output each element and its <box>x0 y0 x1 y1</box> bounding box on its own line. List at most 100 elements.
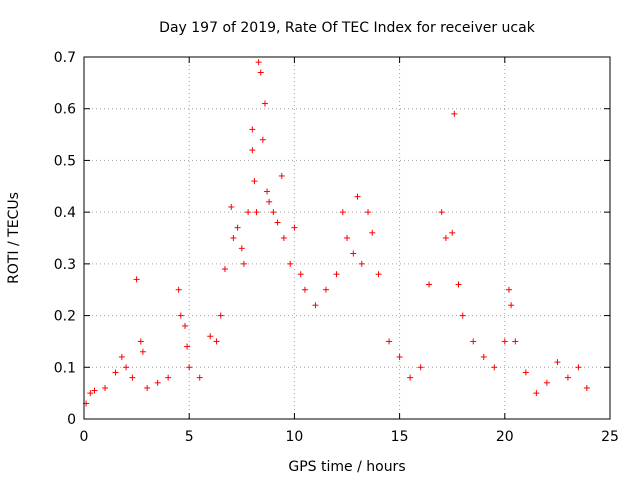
data-point <box>253 209 260 216</box>
data-point <box>375 271 382 278</box>
data-points <box>83 59 590 407</box>
data-point <box>112 369 119 376</box>
data-point <box>181 322 188 329</box>
data-point <box>301 286 308 293</box>
data-point <box>255 59 262 66</box>
y-tick-label: 0 <box>67 412 76 428</box>
data-point <box>386 338 393 345</box>
data-point <box>177 312 184 319</box>
data-point <box>491 364 498 371</box>
data-point <box>365 209 372 216</box>
data-point <box>221 266 228 273</box>
data-point <box>133 276 140 283</box>
x-axis-label: GPS time / hours <box>288 459 405 475</box>
data-point <box>358 260 365 267</box>
data-point <box>234 224 241 231</box>
data-point <box>344 235 350 241</box>
data-point <box>123 364 130 371</box>
data-point <box>278 172 285 179</box>
data-point <box>333 271 340 278</box>
data-point <box>87 390 94 397</box>
data-point <box>291 224 298 231</box>
y-tick-label: 0.4 <box>54 205 76 221</box>
data-point <box>583 384 590 391</box>
data-point <box>154 379 161 386</box>
chart-title: Day 197 of 2019, Rate Of TEC Index for r… <box>159 20 536 36</box>
data-point <box>339 209 346 216</box>
data-point <box>522 369 529 376</box>
data-point <box>470 338 477 345</box>
data-point <box>213 338 220 345</box>
x-tick-label: 20 <box>496 429 514 445</box>
data-point <box>175 286 182 293</box>
data-point <box>506 286 513 293</box>
data-point <box>249 126 256 133</box>
data-point <box>259 136 266 143</box>
data-point <box>251 178 258 185</box>
data-point <box>287 260 294 267</box>
axis-ticks: 0 5 10 15 20 25 0 0.1 0.2 0.3 0.4 0.5 0.6 0.7 <box>54 50 619 445</box>
data-point <box>417 364 424 371</box>
data-point <box>564 374 571 381</box>
plot-frame <box>83 56 611 420</box>
data-point <box>350 250 357 257</box>
data-point <box>396 353 403 360</box>
data-point <box>238 245 245 252</box>
data-point <box>459 312 466 319</box>
data-point <box>438 209 445 216</box>
data-point <box>451 110 458 117</box>
data-point <box>575 364 582 371</box>
data-point <box>354 193 361 200</box>
data-point <box>270 209 277 216</box>
data-point <box>501 338 508 345</box>
data-point <box>543 379 550 386</box>
data-point <box>480 353 487 360</box>
data-point <box>137 338 144 345</box>
y-tick-label: 0.7 <box>54 50 76 66</box>
data-point <box>207 333 214 340</box>
y-tick-label: 0.6 <box>54 102 76 118</box>
x-tick-label: 10 <box>285 429 303 445</box>
data-point <box>118 353 125 360</box>
data-point <box>139 348 146 355</box>
data-point <box>165 374 172 381</box>
data-point <box>266 198 273 205</box>
data-point <box>455 281 462 288</box>
data-point <box>449 229 456 236</box>
data-point <box>217 312 224 319</box>
data-point <box>369 229 376 236</box>
data-point <box>228 203 235 210</box>
data-point <box>274 219 281 226</box>
data-point <box>426 281 433 288</box>
data-point <box>508 302 515 309</box>
data-point <box>184 343 191 350</box>
data-point <box>533 390 540 397</box>
x-tick-label: 5 <box>185 429 194 445</box>
grid-lines <box>84 57 610 419</box>
data-point <box>102 384 109 391</box>
data-point <box>322 286 329 293</box>
x-tick-label: 25 <box>601 429 619 445</box>
y-tick-label: 0.1 <box>54 360 76 376</box>
data-point <box>249 147 256 154</box>
data-point <box>144 384 151 391</box>
data-point <box>91 387 98 394</box>
y-tick-label: 0.2 <box>54 309 76 325</box>
y-tick-label: 0.3 <box>54 257 76 273</box>
data-point <box>297 271 304 278</box>
data-point <box>240 260 247 267</box>
data-point <box>245 209 252 216</box>
data-point <box>554 359 561 366</box>
data-point <box>280 235 287 241</box>
data-point <box>512 338 519 345</box>
data-point <box>442 235 449 241</box>
data-point <box>196 374 203 381</box>
data-point <box>312 302 319 309</box>
data-point <box>129 374 136 381</box>
y-tick-label: 0.5 <box>54 153 76 169</box>
data-point <box>257 69 264 76</box>
x-tick-label: 15 <box>391 429 409 445</box>
data-point <box>264 188 271 195</box>
data-point <box>186 364 193 371</box>
